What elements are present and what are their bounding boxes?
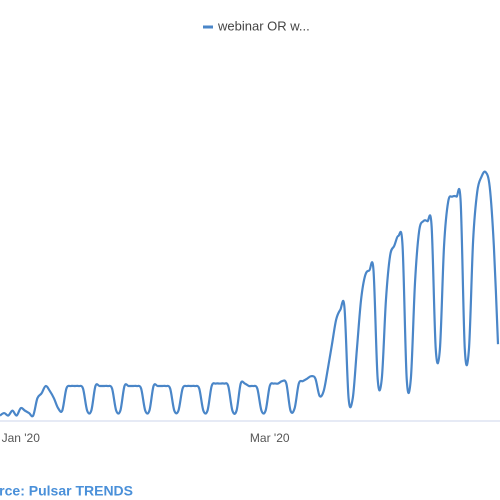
line xyxy=(0,170,500,418)
x-tick-label: Jan '20 xyxy=(2,431,41,445)
x-tick-label: Mar '20 xyxy=(250,431,290,445)
source: Source: Pulsar TRENDS xyxy=(0,483,133,499)
legend-label[interactable]: webinar OR w... xyxy=(217,18,310,33)
